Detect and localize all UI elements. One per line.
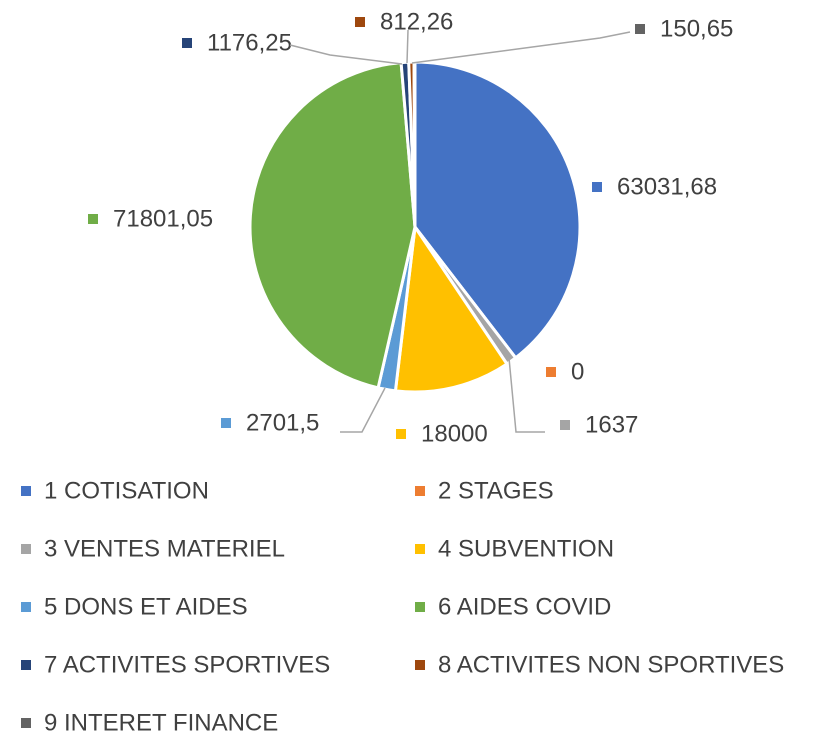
data-label-marker	[355, 17, 365, 27]
data-label: 18000	[421, 420, 488, 447]
legend-label: 9 INTERET FINANCE	[44, 709, 278, 736]
legend-marker	[415, 486, 425, 496]
pie-slice	[412, 60, 417, 228]
legend-marker	[21, 602, 31, 612]
data-label: 2701,5	[246, 409, 319, 436]
legend-marker	[21, 660, 31, 670]
legend-label: 5 DONS ET AIDES	[44, 593, 248, 620]
pie-slice	[413, 60, 582, 360]
data-label: 63031,68	[617, 173, 717, 200]
legend-marker	[21, 486, 31, 496]
legend-marker	[415, 660, 425, 670]
legend-label: 7 ACTIVITES SPORTIVES	[44, 651, 330, 678]
legend-label: 6 AIDES COVID	[438, 593, 611, 620]
leader-line	[340, 387, 386, 433]
leader-lines	[289, 29, 631, 433]
leader-line	[411, 31, 631, 64]
leader-line	[508, 357, 545, 433]
data-label-marker	[592, 182, 602, 192]
data-label: 150,65	[660, 15, 733, 42]
leader-line	[289, 44, 403, 65]
data-label: 71801,05	[113, 205, 213, 232]
legend-label: 4 SUBVENTION	[438, 535, 614, 562]
data-label-marker	[396, 429, 406, 439]
legend-marker	[415, 602, 425, 612]
data-label: 1637	[585, 411, 638, 438]
legend-label: 2 STAGES	[438, 477, 554, 504]
data-label-marker	[546, 367, 556, 377]
legend-label: 3 VENTES MATERIEL	[44, 535, 285, 562]
legend-label: 1 COTISATION	[44, 477, 209, 504]
data-label: 0	[571, 358, 584, 385]
legend-label: 8 ACTIVITES NON SPORTIVES	[438, 651, 784, 678]
data-label-marker	[560, 420, 570, 430]
data-label-marker	[88, 214, 98, 224]
data-label-marker	[635, 24, 645, 34]
legend-marker	[21, 544, 31, 554]
data-label: 812,26	[380, 8, 453, 35]
legend-marker	[21, 718, 31, 728]
pie-slice	[393, 222, 510, 394]
data-label: 1176,25	[207, 29, 292, 56]
leader-line	[406, 29, 409, 64]
legend-marker	[415, 544, 425, 554]
pie-slice	[248, 60, 417, 390]
data-label-marker	[182, 38, 192, 48]
data-label-marker	[221, 418, 231, 428]
